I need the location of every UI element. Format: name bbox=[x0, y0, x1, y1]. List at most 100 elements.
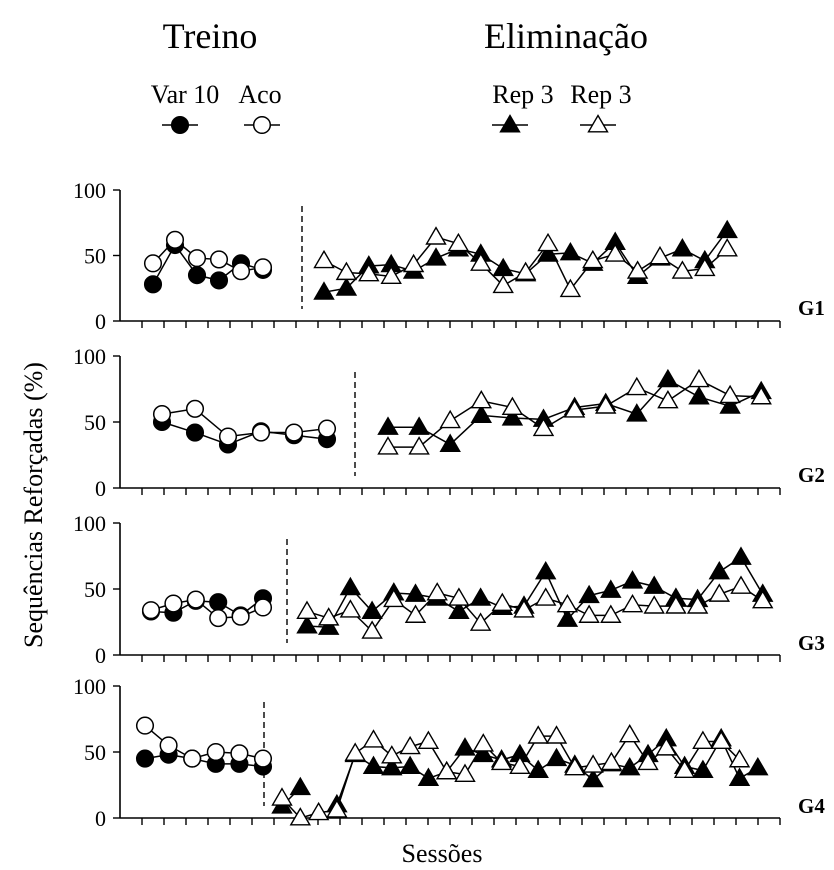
series-rep-3-white bbox=[271, 723, 751, 826]
data-point bbox=[143, 275, 163, 294]
data-point bbox=[218, 427, 238, 446]
data-point bbox=[556, 593, 579, 613]
series-var-10-black bbox=[143, 235, 273, 294]
data-point bbox=[694, 257, 716, 277]
data-point bbox=[377, 436, 399, 455]
data-point bbox=[527, 759, 549, 779]
series-aco-white bbox=[143, 230, 273, 281]
data-point bbox=[209, 608, 228, 628]
y-tick-label: 0 bbox=[95, 476, 106, 501]
series-line bbox=[306, 585, 764, 633]
y-tick-label: 100 bbox=[73, 674, 106, 699]
data-point bbox=[657, 368, 679, 388]
series-aco-white bbox=[135, 716, 273, 768]
data-point bbox=[730, 575, 752, 594]
data-point bbox=[708, 583, 731, 602]
data-point bbox=[253, 749, 273, 768]
data-point bbox=[185, 399, 205, 418]
data-point bbox=[439, 433, 461, 452]
data-point bbox=[637, 751, 659, 771]
data-point bbox=[688, 386, 710, 405]
data-point bbox=[545, 747, 568, 767]
data-point bbox=[747, 756, 769, 776]
data-point bbox=[289, 776, 312, 796]
data-point bbox=[187, 266, 207, 285]
title-elimination: Eliminação bbox=[484, 16, 648, 56]
data-point bbox=[326, 799, 348, 818]
data-point bbox=[491, 592, 514, 612]
data-point bbox=[501, 396, 524, 416]
data-point bbox=[143, 254, 163, 273]
data-point bbox=[135, 749, 155, 768]
data-point bbox=[231, 607, 250, 626]
data-point bbox=[335, 277, 358, 296]
data-point bbox=[135, 716, 155, 735]
y-axis-title: Sequências Reforçadas (%) bbox=[19, 362, 48, 648]
data-point bbox=[231, 262, 251, 281]
panel-label: G1 bbox=[798, 296, 825, 320]
panel-g3: 0 50 100 G3 bbox=[73, 511, 825, 668]
data-point bbox=[335, 261, 358, 281]
data-point bbox=[692, 759, 714, 779]
series-rep-3-white bbox=[377, 368, 772, 455]
data-point bbox=[643, 575, 665, 594]
data-point bbox=[209, 593, 228, 612]
data-point bbox=[750, 386, 772, 405]
data-point bbox=[751, 589, 774, 609]
data-point bbox=[513, 599, 535, 618]
data-point bbox=[618, 756, 641, 776]
data-point bbox=[251, 423, 271, 442]
data-point bbox=[563, 399, 586, 418]
data-point bbox=[209, 250, 229, 269]
data-point bbox=[490, 751, 513, 771]
data-point bbox=[164, 594, 183, 613]
y-tick-label: 50 bbox=[84, 740, 106, 765]
data-point bbox=[534, 587, 557, 606]
panel-label: G3 bbox=[798, 631, 825, 655]
data-point bbox=[209, 271, 229, 290]
data-point bbox=[317, 607, 340, 626]
data-point bbox=[559, 241, 582, 261]
data-point bbox=[688, 368, 710, 388]
legend-label-var10: Var 10 bbox=[151, 80, 220, 109]
series-aco-white bbox=[141, 590, 273, 628]
data-point bbox=[604, 243, 626, 262]
data-point bbox=[448, 600, 470, 619]
data-point bbox=[470, 389, 493, 409]
data-point bbox=[626, 376, 648, 396]
data-point bbox=[618, 723, 641, 743]
y-tick-label: 100 bbox=[73, 511, 106, 536]
series-line bbox=[306, 556, 764, 629]
data-point bbox=[187, 249, 207, 268]
data-point bbox=[425, 247, 447, 266]
data-point bbox=[377, 416, 399, 435]
data-point bbox=[710, 730, 732, 749]
series-rep-3-black bbox=[296, 546, 774, 635]
data-point bbox=[469, 587, 492, 606]
panel-label: G4 bbox=[798, 794, 825, 818]
data-point bbox=[537, 232, 559, 252]
data-point bbox=[532, 417, 555, 437]
data-point bbox=[626, 260, 649, 279]
data-point bbox=[404, 604, 427, 623]
data-point bbox=[564, 756, 586, 776]
data-point bbox=[358, 262, 380, 282]
data-point bbox=[545, 725, 568, 744]
data-point bbox=[716, 238, 738, 257]
data-point bbox=[582, 249, 604, 269]
panel-g2: 0 50 100 G2 bbox=[73, 344, 825, 501]
data-point bbox=[621, 570, 644, 589]
data-point bbox=[185, 423, 205, 442]
legend-label-aco: Aco bbox=[238, 80, 281, 109]
series-rep-3-white bbox=[296, 575, 774, 639]
data-point bbox=[692, 730, 714, 749]
data-point bbox=[665, 595, 687, 614]
data-point bbox=[404, 583, 427, 602]
data-point bbox=[361, 600, 383, 619]
data-point bbox=[313, 281, 335, 300]
data-point bbox=[417, 767, 440, 786]
data-point bbox=[514, 261, 537, 281]
legend-marker-circle-white bbox=[252, 115, 272, 135]
data-point bbox=[730, 546, 752, 565]
